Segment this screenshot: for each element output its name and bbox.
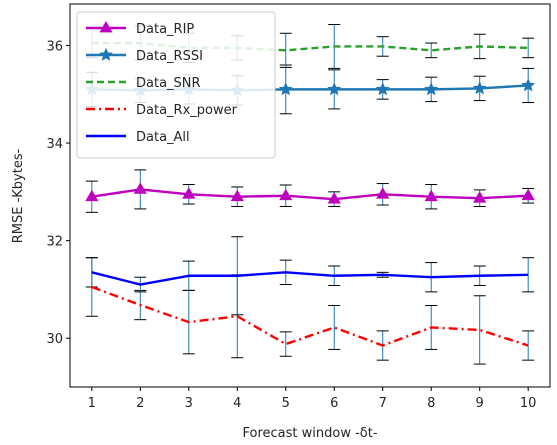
x-tick-label: 8 — [427, 396, 435, 411]
x-tick-label: 1 — [88, 396, 96, 411]
y-tick-label: 32 — [46, 235, 63, 250]
x-tick-label: 5 — [282, 396, 290, 411]
data-point — [278, 82, 293, 96]
data-point — [472, 81, 487, 95]
data-point — [473, 191, 487, 203]
data-point — [279, 188, 293, 201]
y-tick-label: 36 — [46, 39, 63, 54]
x-axis: 1 2 3 4 5 6 7 8 9 10 — [88, 387, 537, 411]
data-point — [375, 82, 390, 96]
data-point — [85, 189, 99, 202]
x-tick-label: 2 — [136, 396, 144, 411]
legend-label: Data_Rx_power — [136, 103, 238, 118]
data-point — [327, 82, 342, 96]
series-line — [91, 271, 529, 286]
legend-label: Data_RIP — [136, 22, 194, 37]
x-tick-label: 7 — [379, 396, 387, 411]
x-tick-label: 10 — [520, 396, 537, 411]
x-tick-label: 9 — [476, 396, 484, 411]
legend-box — [76, 11, 276, 159]
y-tick-label: 30 — [46, 332, 63, 347]
y-axis: 30 32 34 36 — [46, 39, 70, 347]
data-point — [521, 78, 536, 92]
data-point — [424, 82, 439, 96]
x-tick-label: 6 — [330, 396, 338, 411]
series-line — [91, 188, 529, 201]
data-point — [376, 187, 390, 199]
data-point — [327, 192, 341, 204]
legend-label: Data_SNR — [136, 76, 201, 91]
y-tick-label: 34 — [46, 137, 63, 152]
x-axis-label: Forecast window -δt- — [242, 426, 377, 441]
data-point — [521, 188, 535, 201]
data-point — [182, 187, 196, 199]
legend-marker — [99, 47, 113, 61]
legend-label: Data_RSSI — [136, 49, 203, 64]
data-point — [424, 189, 438, 202]
data-point — [133, 182, 147, 194]
plot-frame — [69, 3, 551, 388]
legend: Data_RIP Data_RSSI Data_SNR Data_Rx_power Da… — [76, 11, 276, 159]
x-tick-label: 3 — [185, 396, 193, 411]
x-tick-label: 4 — [233, 396, 241, 411]
series-line — [91, 285, 529, 347]
legend-label: Data_All — [136, 130, 190, 145]
y-axis-label: RMSE -Kbytes- — [11, 148, 26, 243]
legend-marker — [99, 20, 113, 33]
data-point — [230, 189, 244, 202]
